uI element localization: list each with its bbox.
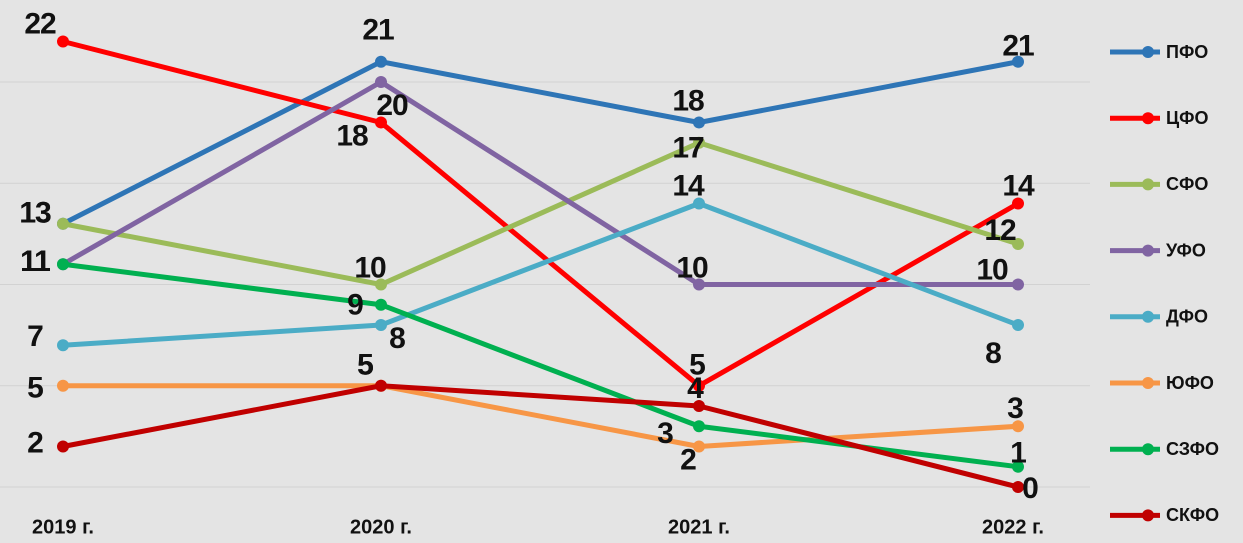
data-label: 4 [687, 372, 704, 405]
point [693, 116, 705, 129]
point [57, 339, 69, 352]
data-label: 7 [27, 320, 43, 353]
data-label: 0 [1022, 472, 1038, 505]
data-label: 3 [657, 417, 673, 450]
data-label: 20 [376, 89, 408, 122]
data-label: 18 [336, 119, 368, 152]
point [1012, 55, 1024, 68]
x-tick-label: 2020 г. [350, 516, 412, 538]
data-label: 12 [984, 214, 1016, 247]
data-label: 8 [389, 322, 405, 355]
data-label: 14 [672, 169, 705, 202]
legend-label: ПФО [1166, 42, 1208, 62]
legend-label: ДФО [1166, 307, 1208, 327]
x-tick-label: 2019 г. [32, 516, 94, 538]
point [57, 35, 69, 48]
point [375, 298, 387, 311]
point [693, 278, 705, 291]
data-label: 22 [24, 7, 56, 40]
legend-label: СФО [1166, 174, 1208, 194]
legend-marker [1142, 46, 1154, 58]
point [1012, 481, 1024, 493]
series-line [62, 39, 1020, 389]
point [693, 379, 705, 392]
series-line [62, 201, 1019, 348]
point [57, 379, 69, 392]
data-label: 14 [1002, 169, 1035, 202]
data-label: 3 [1007, 392, 1023, 425]
legend-label: СКФО [1166, 505, 1219, 525]
series-line [62, 140, 1019, 287]
point [1012, 238, 1024, 250]
data-label: 5 [357, 349, 373, 382]
data-label: 9 [347, 289, 363, 322]
data-label: 13 [19, 197, 51, 230]
legend-label: СЗФО [1166, 439, 1219, 459]
point [1012, 319, 1024, 331]
data-label: 18 [672, 84, 704, 117]
point [375, 76, 387, 88]
point [693, 420, 705, 433]
legend-marker [1142, 377, 1154, 389]
series-line [62, 383, 1019, 490]
point [57, 217, 69, 230]
data-label: 1 [1010, 437, 1026, 470]
legend-marker [1142, 443, 1154, 456]
point [57, 258, 69, 271]
legend-marker [1142, 112, 1154, 125]
x-tick-label: 2022 г. [982, 516, 1044, 538]
data-label: 21 [1002, 30, 1034, 63]
point [1012, 460, 1024, 473]
data-label: 5 [27, 372, 43, 405]
data-label: 5 [689, 349, 705, 382]
data-label: 17 [672, 132, 704, 165]
data-label: 5 [357, 349, 373, 382]
legend-marker [1142, 509, 1154, 522]
point [375, 55, 387, 68]
data-label: 10 [976, 253, 1008, 286]
legend-label: УФО [1166, 240, 1206, 260]
point [693, 136, 705, 149]
point [375, 319, 387, 331]
legend-marker [1142, 244, 1154, 257]
point [375, 379, 387, 392]
data-label: 11 [20, 245, 50, 278]
point [1012, 197, 1024, 210]
point [57, 440, 69, 453]
point [693, 400, 705, 412]
legend-label: ЮФО [1166, 373, 1214, 393]
legend-marker [1142, 178, 1154, 191]
data-label: 2 [680, 443, 696, 476]
series-line [61, 59, 1019, 226]
legend-marker [1142, 310, 1154, 323]
data-label: 10 [676, 251, 708, 284]
point [375, 116, 387, 129]
series-line [63, 383, 1019, 449]
data-label: 13 [19, 197, 51, 230]
data-label: 10 [354, 251, 386, 284]
point [1012, 278, 1024, 291]
data-label: 21 [362, 14, 394, 47]
data-label: 2 [27, 426, 43, 459]
point [375, 278, 387, 291]
point [693, 197, 705, 210]
data-label: 8 [985, 337, 1001, 370]
point [1012, 420, 1024, 433]
legend-label: ЦФО [1166, 108, 1209, 128]
series-line [61, 79, 1018, 287]
x-tick-label: 2021 г. [668, 516, 730, 538]
point [693, 440, 705, 453]
data-label: 11 [20, 245, 50, 278]
